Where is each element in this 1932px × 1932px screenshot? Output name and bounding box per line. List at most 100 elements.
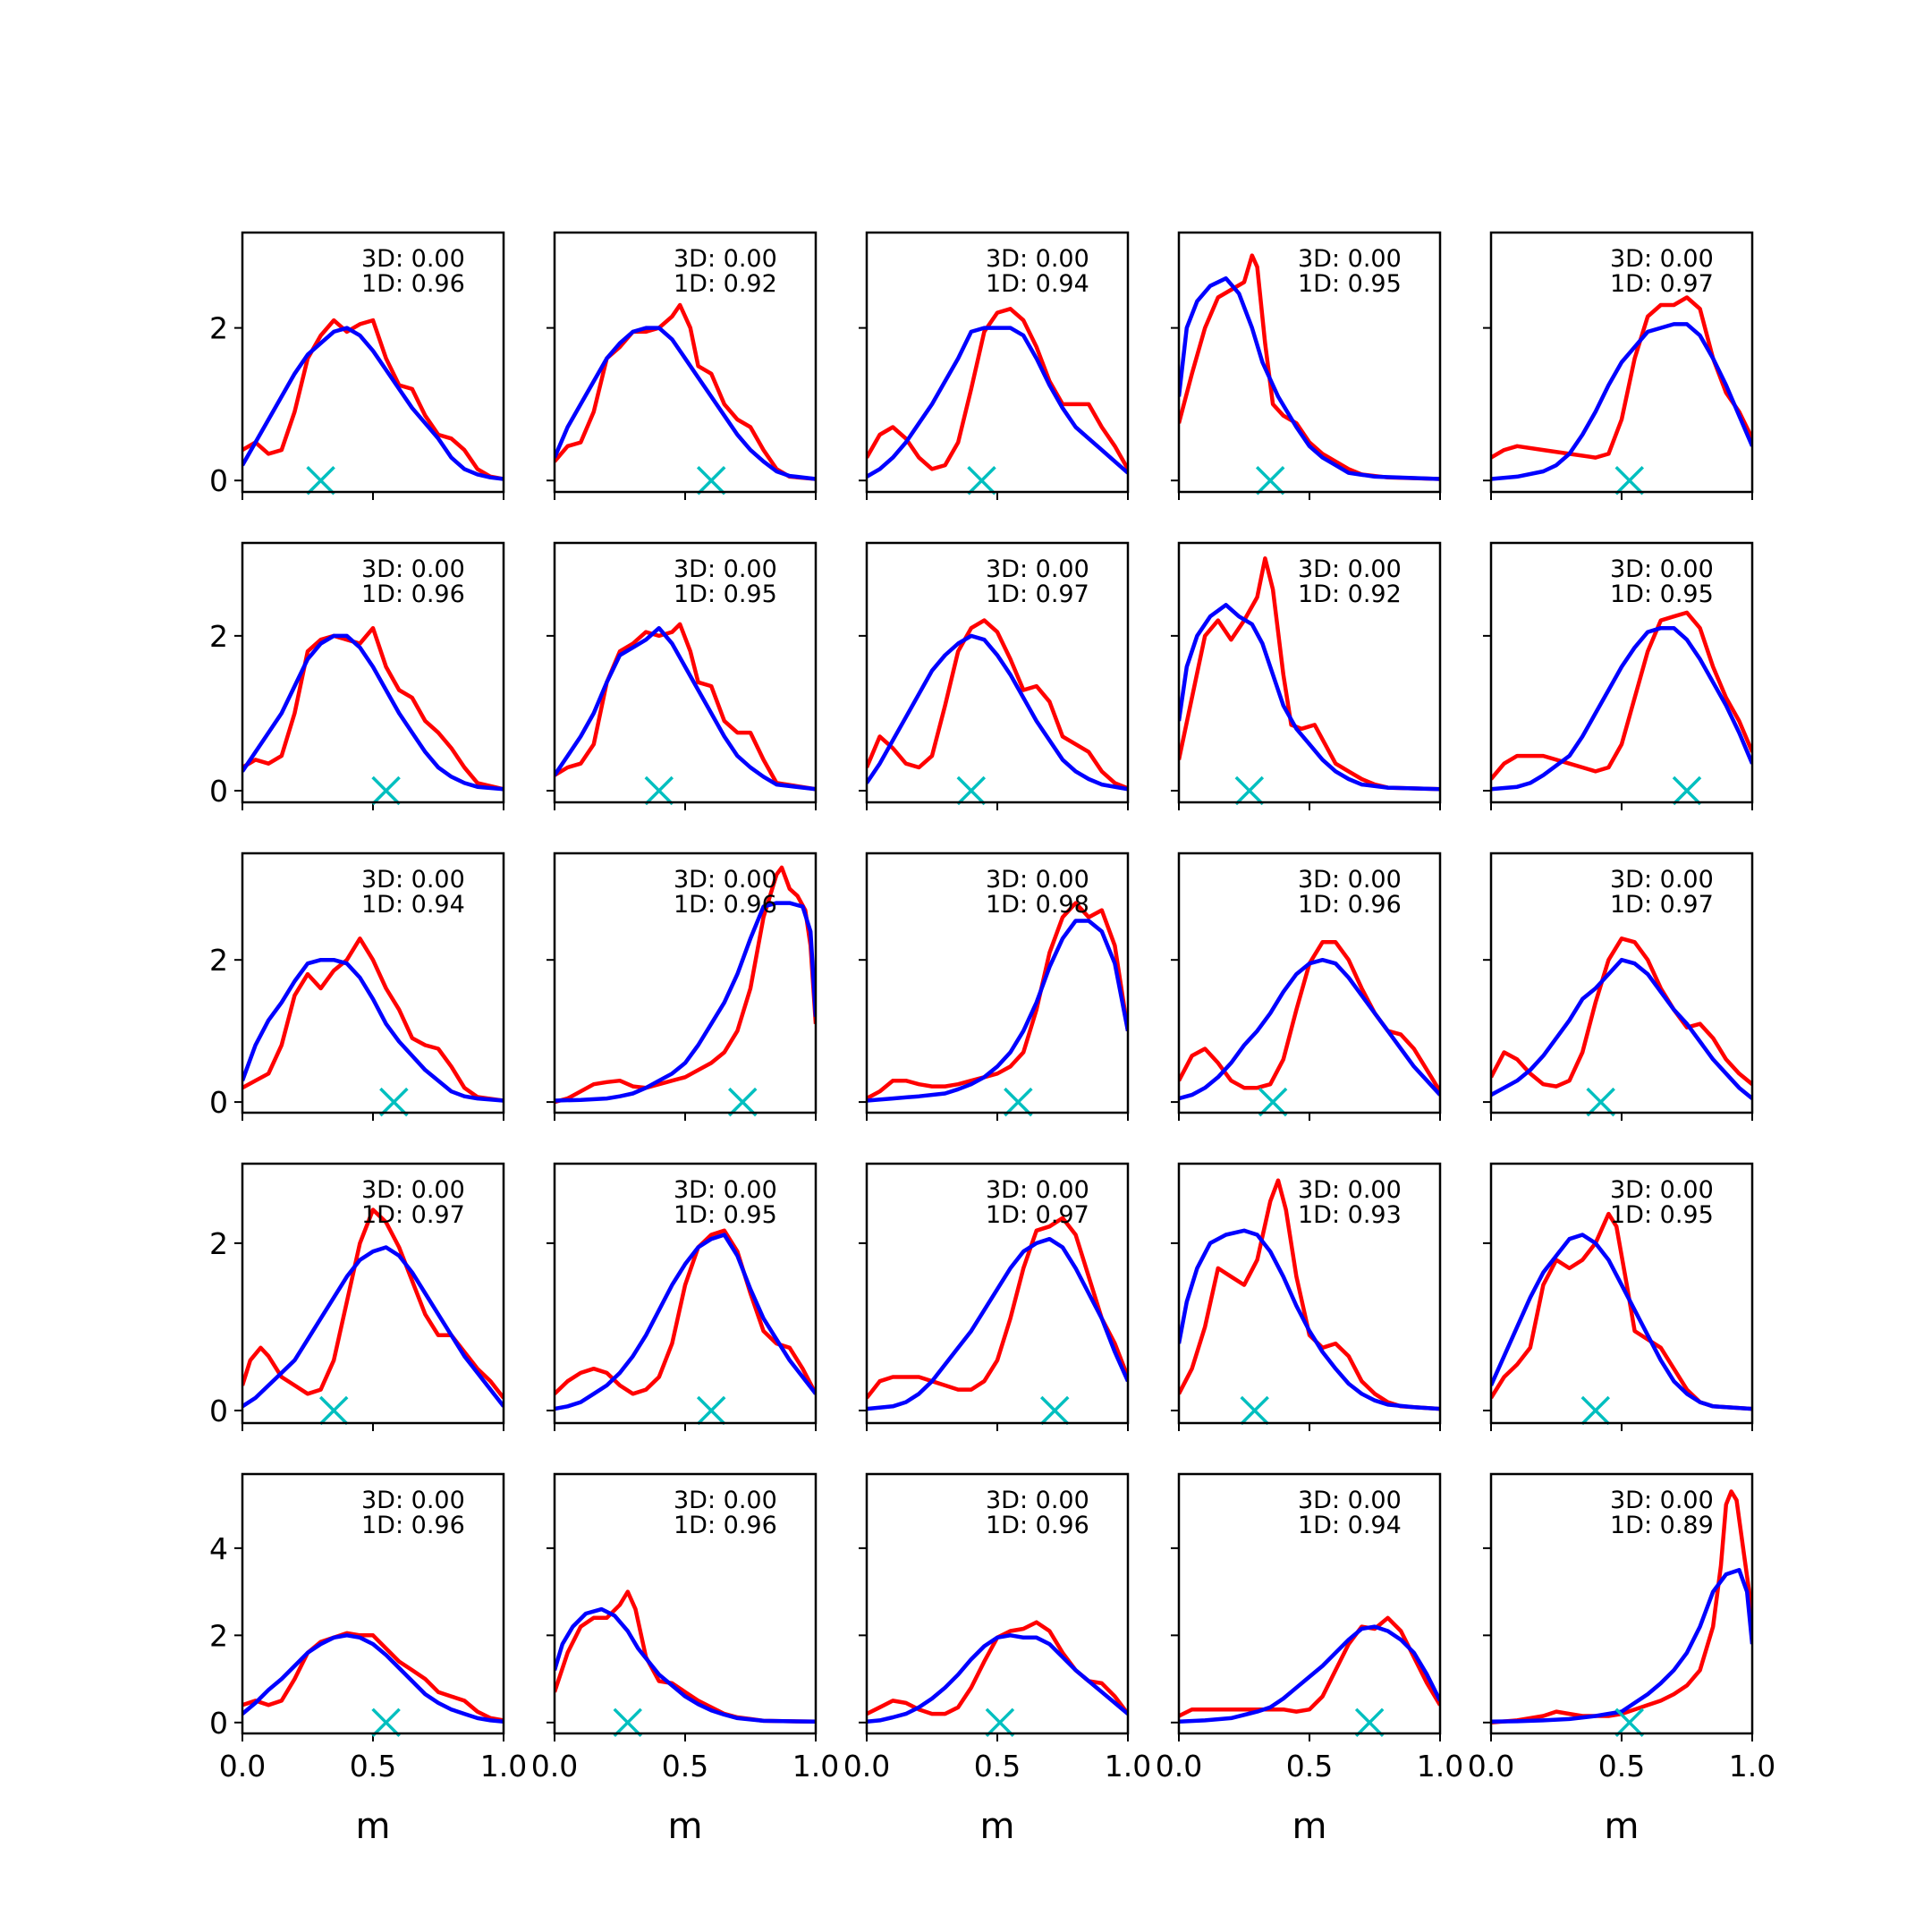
y-tick-label: 4 [209, 1531, 228, 1566]
y-tick-label: 0 [209, 774, 228, 809]
score-annotation: 3D: 0.00 [1610, 245, 1714, 273]
cross-marker [371, 1707, 401, 1738]
score-annotation: 3D: 0.00 [986, 245, 1089, 273]
axes-frame [241, 541, 505, 804]
series-blue-line [1179, 603, 1440, 792]
series-blue-line [242, 633, 504, 792]
axes-frame [1489, 231, 1754, 494]
axes-frame [241, 852, 505, 1114]
score-annotation: 1D: 0.97 [1610, 891, 1714, 919]
axes-frame [553, 1162, 818, 1425]
score-annotation: 3D: 0.00 [361, 1176, 465, 1204]
cross-marker [379, 1087, 409, 1117]
series-blue-line [867, 1236, 1128, 1411]
y-tick-label: 0 [209, 1706, 228, 1741]
axes-frame [553, 541, 818, 804]
axes-frame [553, 852, 818, 1114]
series-blue-line [555, 1606, 816, 1724]
score-annotation: 1D: 0.97 [986, 1201, 1089, 1229]
series-blue-line [867, 1633, 1128, 1724]
x-tick-label: 0.5 [1598, 1749, 1645, 1784]
axes-frame [1177, 852, 1442, 1114]
score-annotation: 3D: 0.00 [1610, 866, 1714, 894]
score-annotation: 1D: 0.95 [1610, 580, 1714, 608]
score-annotation: 1D: 0.95 [1610, 1201, 1714, 1229]
axes-frame [553, 1472, 818, 1735]
axes-frame [241, 231, 505, 494]
axes-frame [1489, 1162, 1754, 1425]
cross-marker [956, 775, 987, 806]
series-red-line [867, 618, 1128, 791]
cross-marker [1234, 775, 1265, 806]
series-red-line [867, 307, 1128, 471]
score-annotation: 1D: 0.96 [361, 1512, 465, 1539]
series-red-line [555, 302, 816, 481]
axes-frame [865, 1472, 1130, 1735]
score-annotation: 1D: 0.94 [1298, 1512, 1402, 1539]
cross-marker [1586, 1087, 1615, 1117]
cross-marker [1614, 1707, 1644, 1738]
score-annotation: 3D: 0.00 [674, 1176, 777, 1204]
score-annotation: 1D: 0.95 [674, 1201, 777, 1229]
score-annotation: 1D: 0.93 [1298, 1201, 1402, 1229]
axes-frame [865, 541, 1130, 804]
axes-frame [241, 1472, 505, 1735]
score-annotation: 3D: 0.00 [361, 245, 465, 273]
score-annotation: 3D: 0.00 [1298, 1487, 1402, 1514]
series-red-line [1491, 1211, 1752, 1411]
axes-frame [1489, 1472, 1754, 1735]
series-red-line [555, 1228, 816, 1396]
series-blue-line [1179, 275, 1440, 481]
y-tick-label: 2 [209, 311, 228, 346]
x-tick-label: 0.5 [662, 1749, 708, 1784]
x-tick-label: 1.0 [792, 1749, 839, 1784]
y-tick-label: 2 [209, 943, 228, 978]
series-blue-line [242, 957, 504, 1103]
x-tick-label: 0.0 [531, 1749, 578, 1784]
axes-frame [1489, 541, 1754, 804]
x-axis-label: m [668, 1806, 703, 1847]
axes-frame [241, 1162, 505, 1425]
series-red-line [867, 901, 1128, 1101]
series-red-line [1179, 556, 1440, 792]
score-annotation: 1D: 0.96 [986, 1512, 1089, 1539]
score-annotation: 1D: 0.96 [361, 270, 465, 298]
axes-frame [553, 231, 818, 494]
series-red-line [555, 865, 816, 1105]
axes-frame [1177, 1162, 1442, 1425]
score-annotation: 1D: 0.97 [361, 1201, 465, 1229]
cross-marker [371, 775, 401, 806]
score-annotation: 3D: 0.00 [1298, 555, 1402, 583]
cross-marker [696, 465, 726, 496]
series-red-line [1179, 253, 1440, 481]
cross-marker [1240, 1395, 1269, 1426]
x-tick-label: 0.5 [974, 1749, 1021, 1784]
axes-frame [1489, 852, 1754, 1114]
series-red-line [1491, 1489, 1752, 1725]
cross-marker [613, 1707, 642, 1738]
cross-marker [1258, 1087, 1288, 1117]
y-tick-label: 0 [209, 463, 228, 498]
series-red-line [242, 625, 504, 792]
score-annotation: 1D: 0.89 [1610, 1512, 1714, 1539]
cross-marker [1580, 1395, 1611, 1426]
score-annotation: 1D: 0.97 [1610, 270, 1714, 298]
x-tick-label: 1.0 [1417, 1749, 1463, 1784]
score-annotation: 1D: 0.92 [1298, 580, 1402, 608]
series-blue-line [867, 633, 1128, 792]
score-annotation: 3D: 0.00 [1610, 555, 1714, 583]
x-axis-label: m [1292, 1806, 1327, 1847]
series-blue-line [242, 326, 504, 481]
